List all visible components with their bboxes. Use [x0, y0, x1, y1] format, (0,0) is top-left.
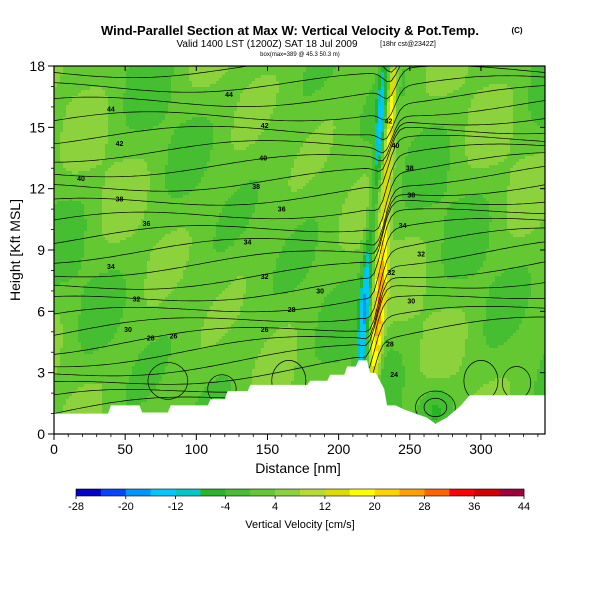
y-tick-12: 12 [29, 181, 45, 197]
colorbar-swatch-12 [374, 489, 400, 496]
isentrope-label-7: 38 [252, 184, 260, 191]
colorbar-tick-28: 28 [418, 501, 430, 513]
colorbar-swatch-10 [324, 489, 351, 496]
y-tick-0: 0 [37, 426, 45, 442]
x-tick-250: 250 [398, 441, 422, 457]
isentrope-label-20: 42 [385, 119, 393, 126]
colorbar-swatch-0 [76, 489, 102, 496]
isentrope-label-16: 28 [288, 307, 296, 314]
colorbar: -28 -20 -12 -4 4 12 20 28 36 44 [68, 488, 530, 513]
isentrope-label-21: 40 [392, 143, 400, 150]
colorbar-tick-36: 36 [468, 501, 480, 513]
colorbar-swatch-6 [225, 489, 251, 496]
x-tick-0: 0 [50, 441, 58, 457]
colorbar-swatch-2 [125, 489, 151, 496]
plot-area: 44 44 42 42 40 40 38 38 36 36 34 34 32 32 30 30 28 28 26 26… [54, 66, 545, 434]
isentrope-label-9: 36 [278, 207, 286, 214]
isentrope-label-25: 32 [417, 252, 425, 259]
isentrope-label-29: 24 [390, 372, 398, 379]
isentrope-labels: 44 44 42 42 40 40 38 38 36 36 34 34 32 32 30 30 28 28 26 26… [77, 92, 425, 379]
colorbar-swatch-16 [474, 489, 500, 496]
y-tick-3: 3 [37, 365, 45, 381]
chart-subtitle-suffix: [18hr cst@2342Z] [380, 41, 436, 48]
isentrope-label-3: 42 [261, 123, 269, 130]
isentrope-label-18: 26 [170, 333, 178, 340]
isentrope-label-0: 44 [107, 106, 115, 113]
y-tick-6: 6 [37, 303, 45, 319]
x-tick-100: 100 [185, 441, 209, 457]
chart-title-suffix: (C) [511, 26, 522, 35]
colorbar-swatch-1 [100, 489, 127, 496]
x-axis: 0 50 100 150 200 250 300 [50, 66, 539, 457]
isentrope-label-23: 38 [407, 192, 415, 199]
colorbar-tick--4: -4 [220, 501, 230, 513]
x-tick-300: 300 [469, 441, 493, 457]
velocity-field [54, 66, 545, 434]
isentrope-label-5: 40 [259, 156, 267, 163]
y-tick-9: 9 [37, 242, 45, 258]
colorbar-tick-12: 12 [319, 501, 331, 513]
colorbar-tick-4: 4 [272, 501, 278, 513]
colorbar-swatch-7 [250, 489, 276, 496]
chart-title: Wind-Parallel Section at Max W: Vertical… [101, 23, 479, 38]
isentrope-label-6: 38 [116, 196, 124, 203]
colorbar-swatch-17 [499, 489, 525, 496]
colorbar-swatch-11 [349, 489, 375, 496]
isentrope-label-17: 28 [147, 335, 155, 342]
colorbar-swatch-3 [150, 489, 176, 496]
x-tick-200: 200 [327, 441, 351, 457]
chart-subtitle-2: box(max=389 @ 45.3 50.3 m) [260, 52, 340, 58]
colorbar-tick-20: 20 [369, 501, 381, 513]
isentrope-label-28: 28 [386, 342, 394, 349]
y-axis-label: Height [Kft MSL] [7, 199, 23, 301]
isentrope-label-12: 32 [133, 297, 141, 304]
colorbar-swatch-13 [399, 489, 425, 496]
isentrope-label-2: 42 [116, 141, 124, 148]
colorbar-swatch-5 [200, 489, 226, 496]
isentrope-label-8: 36 [143, 221, 151, 228]
isentrope-label-1: 44 [225, 92, 233, 99]
isentrope-label-22: 38 [406, 166, 414, 173]
isentrope-label-13: 32 [261, 274, 269, 281]
x-tick-150: 150 [256, 441, 280, 457]
isentrope-label-4: 40 [77, 176, 85, 183]
isentrope-label-27: 30 [407, 299, 415, 306]
isentrope-label-15: 30 [124, 327, 132, 334]
colorbar-swatch-14 [424, 489, 450, 496]
colorbar-label: Vertical Velocity [cm/s] [245, 519, 354, 531]
colorbar-swatch-4 [175, 489, 201, 496]
isentrope-label-24: 34 [399, 223, 407, 230]
colorbar-swatch-15 [449, 489, 475, 496]
x-axis-label: Distance [nm] [255, 460, 341, 476]
isentrope-label-11: 34 [244, 239, 252, 246]
terrain [54, 360, 545, 434]
isentrope-label-14: 30 [316, 288, 324, 295]
isentrope-label-26: 32 [387, 270, 395, 277]
colorbar-tick-44: 44 [518, 501, 530, 513]
colorbar-swatch-9 [300, 489, 326, 496]
colorbar-tick--12: -12 [168, 501, 184, 513]
chart-subtitle: Valid 1400 LST (1200Z) SAT 18 Jul 2009 [176, 39, 357, 50]
isentropes [54, 66, 545, 425]
colorbar-swatch-8 [275, 489, 301, 496]
isentrope-label-10: 34 [107, 264, 115, 271]
colorbar-tick--28: -28 [68, 501, 84, 513]
y-tick-18: 18 [29, 58, 45, 74]
colorbar-tick--20: -20 [118, 501, 134, 513]
isentrope-label-19: 26 [261, 327, 269, 334]
y-tick-15: 15 [29, 119, 45, 135]
x-tick-50: 50 [117, 441, 133, 457]
